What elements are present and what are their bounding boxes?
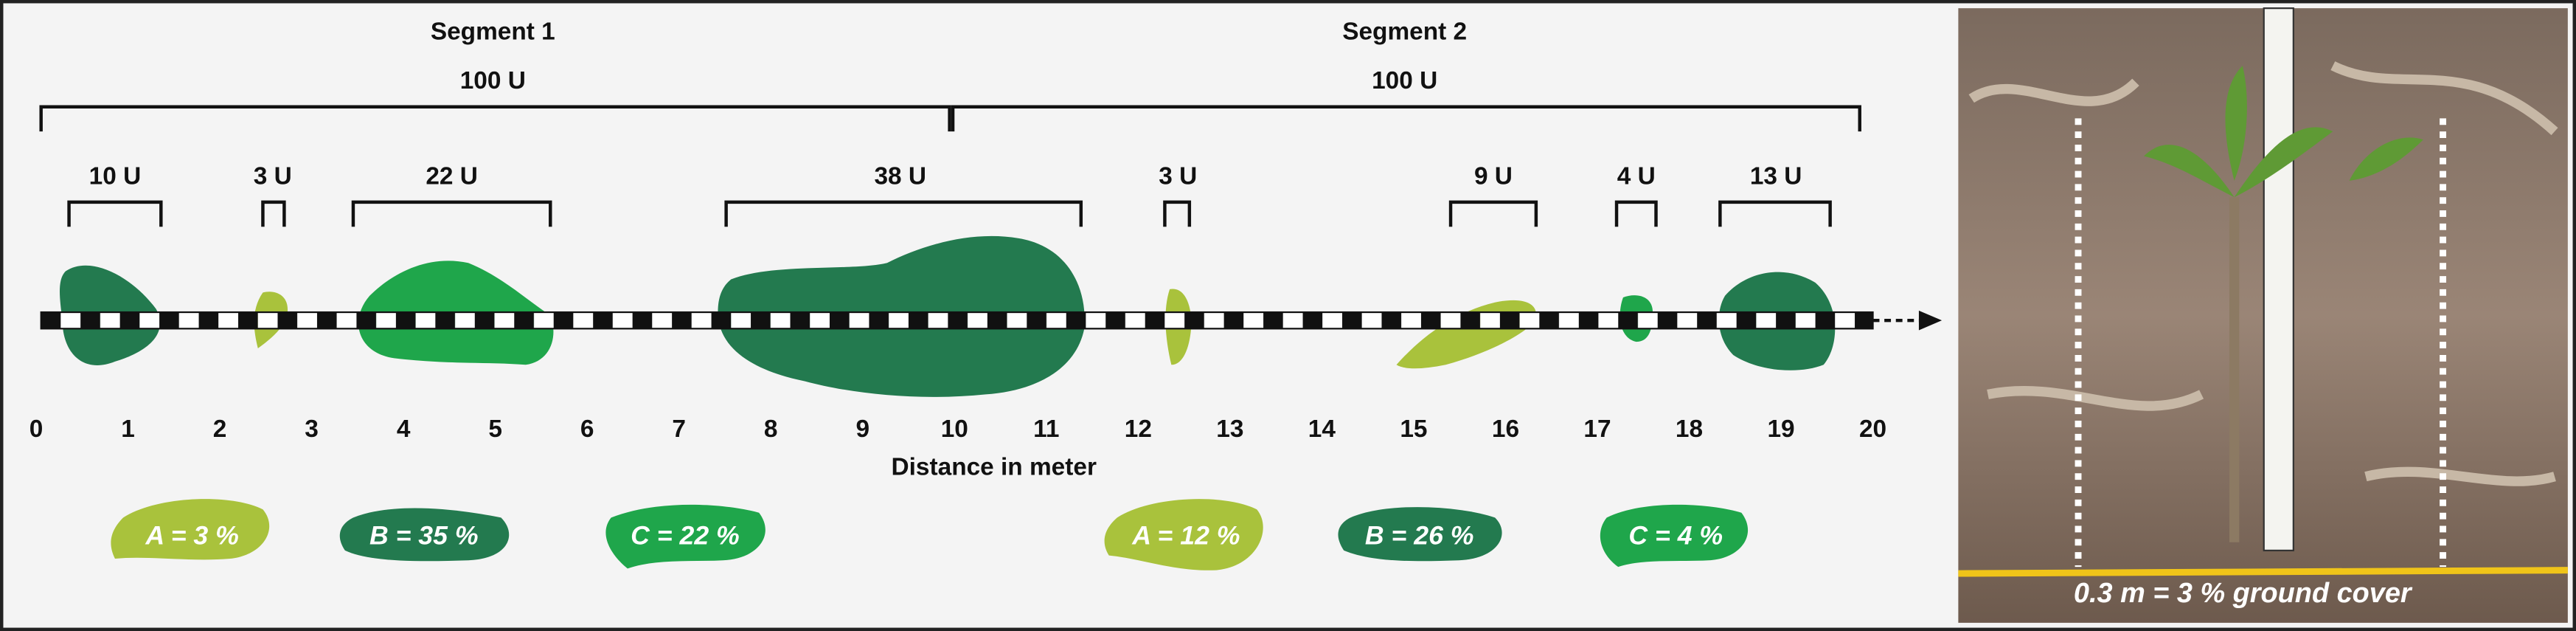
legend-blob (605, 504, 765, 569)
legend-label: C = 4 % (1628, 520, 1723, 550)
bracket (1163, 200, 1192, 227)
axis-tick-label: 19 (1767, 416, 1794, 443)
axis-tick-label: 2 (213, 416, 227, 443)
photo: 0.3 m = 3 % ground cover (1958, 7, 2568, 623)
bracket (351, 200, 552, 227)
legend-blob (1338, 507, 1502, 562)
legend-label: A = 12 % (1131, 520, 1240, 550)
axis-tick-label: 12 (1125, 416, 1152, 443)
bracket-label: 22 U (426, 162, 478, 190)
legend-blob (339, 508, 510, 562)
photo-debris (1968, 61, 2558, 486)
segment-total: 100 U (1372, 67, 1437, 94)
legend-blob (1104, 499, 1263, 570)
segment-bracket (951, 105, 1861, 132)
legend-label: A = 3 % (145, 520, 238, 550)
legend: A = 3 % B = 35 % C = 22 % A = 12 % B = 2… (111, 499, 1749, 570)
axis-label: Distance in meter (892, 453, 1097, 480)
bracket-label: 9 U (1474, 162, 1513, 190)
axis-tick-label: 20 (1859, 416, 1886, 443)
axis-tick-label: 10 (941, 416, 968, 443)
bracket-label: 4 U (1617, 162, 1656, 190)
axis-tick-label: 3 (305, 416, 319, 443)
legend-blob (1600, 504, 1749, 568)
axis-tick-label: 6 (580, 416, 594, 443)
axis-tick-label: 8 (764, 416, 778, 443)
axis-tick-label: 13 (1216, 416, 1243, 443)
axis-tick-label: 4 (397, 416, 411, 443)
segment-bracket (39, 105, 951, 132)
patch-brackets: 10 U 3 U 22 U 38 U 3 U 9 U 4 U 13 U (67, 162, 1832, 227)
bracket-label: 13 U (1750, 162, 1802, 190)
bracket-label: 10 U (89, 162, 142, 190)
axis-tick-label: 0 (29, 416, 44, 443)
axis-tick-label: 9 (855, 416, 869, 443)
segment-title: Segment 2 (1342, 18, 1467, 45)
bracket (67, 200, 163, 227)
axis-tick-label: 14 (1308, 416, 1336, 443)
axis-ticks: 0 1 2 3 4 5 6 7 8 9 10 11 12 13 14 15 16 17 18 19 20 (29, 416, 1886, 443)
axis-tick-label: 5 (488, 416, 502, 443)
axis-tick-label: 17 (1583, 416, 1611, 443)
bracket-label: 38 U (874, 162, 926, 190)
segment-title: Segment 1 (431, 18, 555, 45)
legend-label: B = 35 % (369, 520, 479, 550)
tape-line (1958, 567, 2568, 577)
bracket (261, 200, 286, 227)
legend-blob (111, 499, 270, 560)
bracket (1614, 200, 1658, 227)
axis-tick-label: 18 (1676, 416, 1703, 443)
measuring-tape (40, 311, 1874, 330)
axis-tick-label: 7 (672, 416, 686, 443)
legend-label: B = 26 % (1365, 520, 1474, 550)
axis-tick-label: 1 (121, 416, 135, 443)
bracket-label: 3 U (1159, 162, 1197, 190)
axis-tick-label: 15 (1400, 416, 1427, 443)
legend-label: C = 22 % (631, 520, 740, 550)
ruler (2263, 7, 2294, 552)
axis-tick-label: 16 (1492, 416, 1519, 443)
bracket (1448, 200, 1538, 227)
arrowhead (1918, 310, 1943, 331)
segment-total: 100 U (460, 67, 526, 94)
axis-tick-label: 11 (1033, 416, 1059, 443)
bracket-label: 3 U (254, 162, 292, 190)
bracket (1718, 200, 1832, 227)
bracket (724, 200, 1083, 227)
photo-caption: 0.3 m = 3 % ground cover (2074, 578, 2413, 609)
